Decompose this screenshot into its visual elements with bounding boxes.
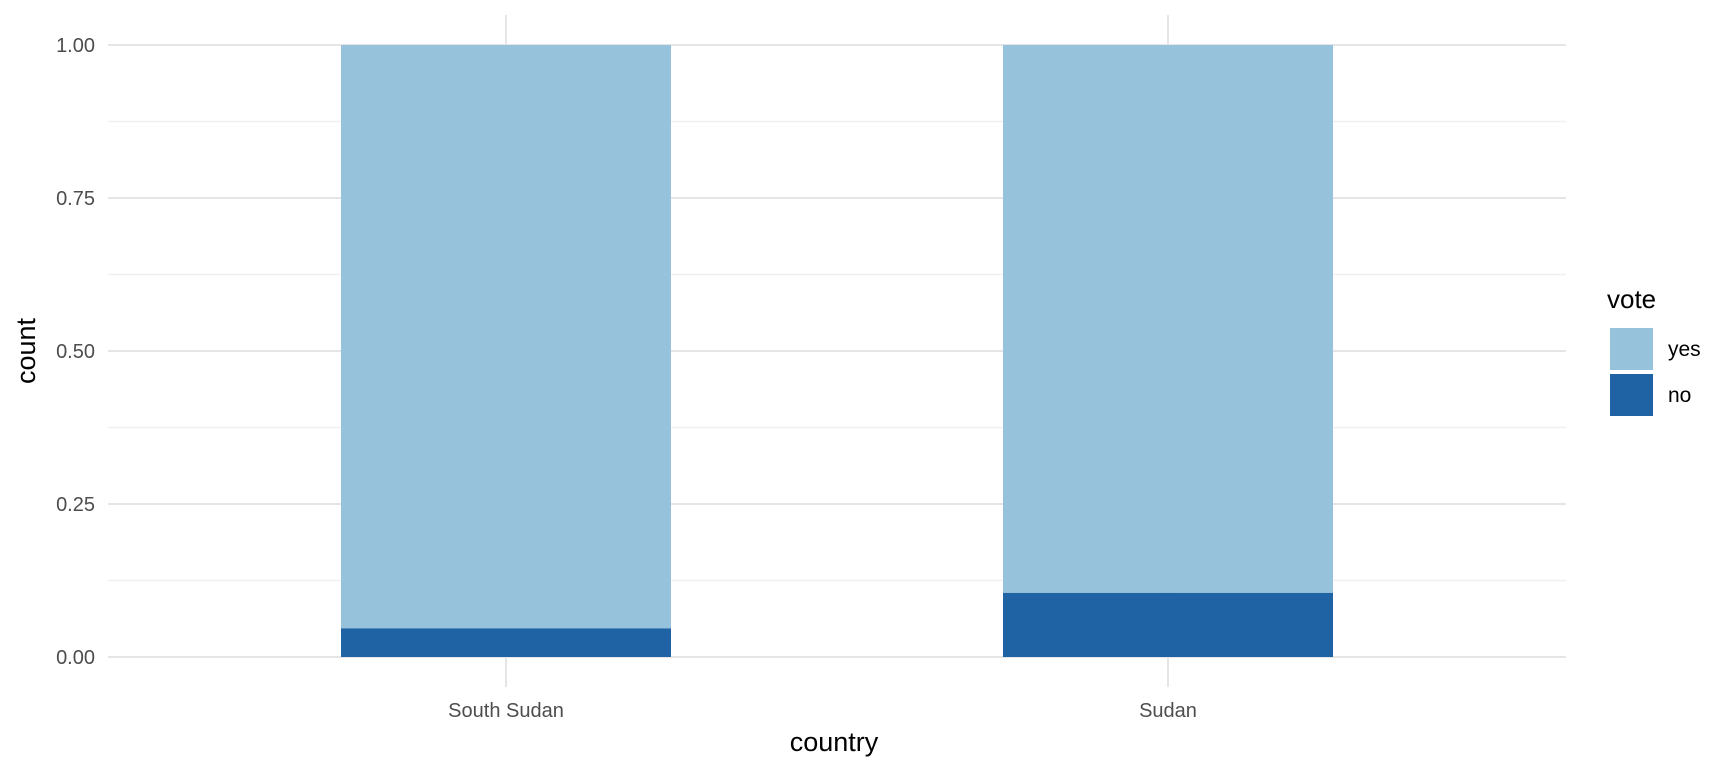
- y-tick-label: 1.00: [56, 35, 95, 57]
- x-axis-ticks: South Sudan Sudan: [448, 700, 1197, 722]
- legend-items: yes no: [1610, 328, 1701, 416]
- grid-lines: [108, 15, 1566, 687]
- legend-label-yes: yes: [1668, 338, 1701, 361]
- y-tick-label: 0.25: [56, 494, 95, 516]
- x-axis-title: country: [790, 727, 879, 757]
- legend-label-no: no: [1668, 384, 1691, 407]
- bar-segment-yes: [341, 45, 671, 629]
- y-axis-ticks: 0.00 0.25 0.50 0.75 1.00: [56, 35, 95, 669]
- x-tick-label: Sudan: [1139, 700, 1197, 722]
- legend-title: vote: [1607, 284, 1656, 314]
- y-tick-label: 0.50: [56, 341, 95, 363]
- legend: vote yes no: [1607, 284, 1701, 416]
- bars: [341, 45, 1333, 657]
- bar-segment-no: [341, 628, 671, 657]
- bar-segment-yes: [1003, 45, 1333, 593]
- y-tick-label: 0.00: [56, 647, 95, 669]
- y-axis-title: count: [11, 317, 41, 384]
- legend-key-no: [1610, 374, 1653, 416]
- y-tick-label: 0.75: [56, 188, 95, 210]
- x-tick-label: South Sudan: [448, 700, 564, 722]
- bar-segment-no: [1003, 592, 1333, 657]
- legend-key-yes: [1610, 328, 1653, 370]
